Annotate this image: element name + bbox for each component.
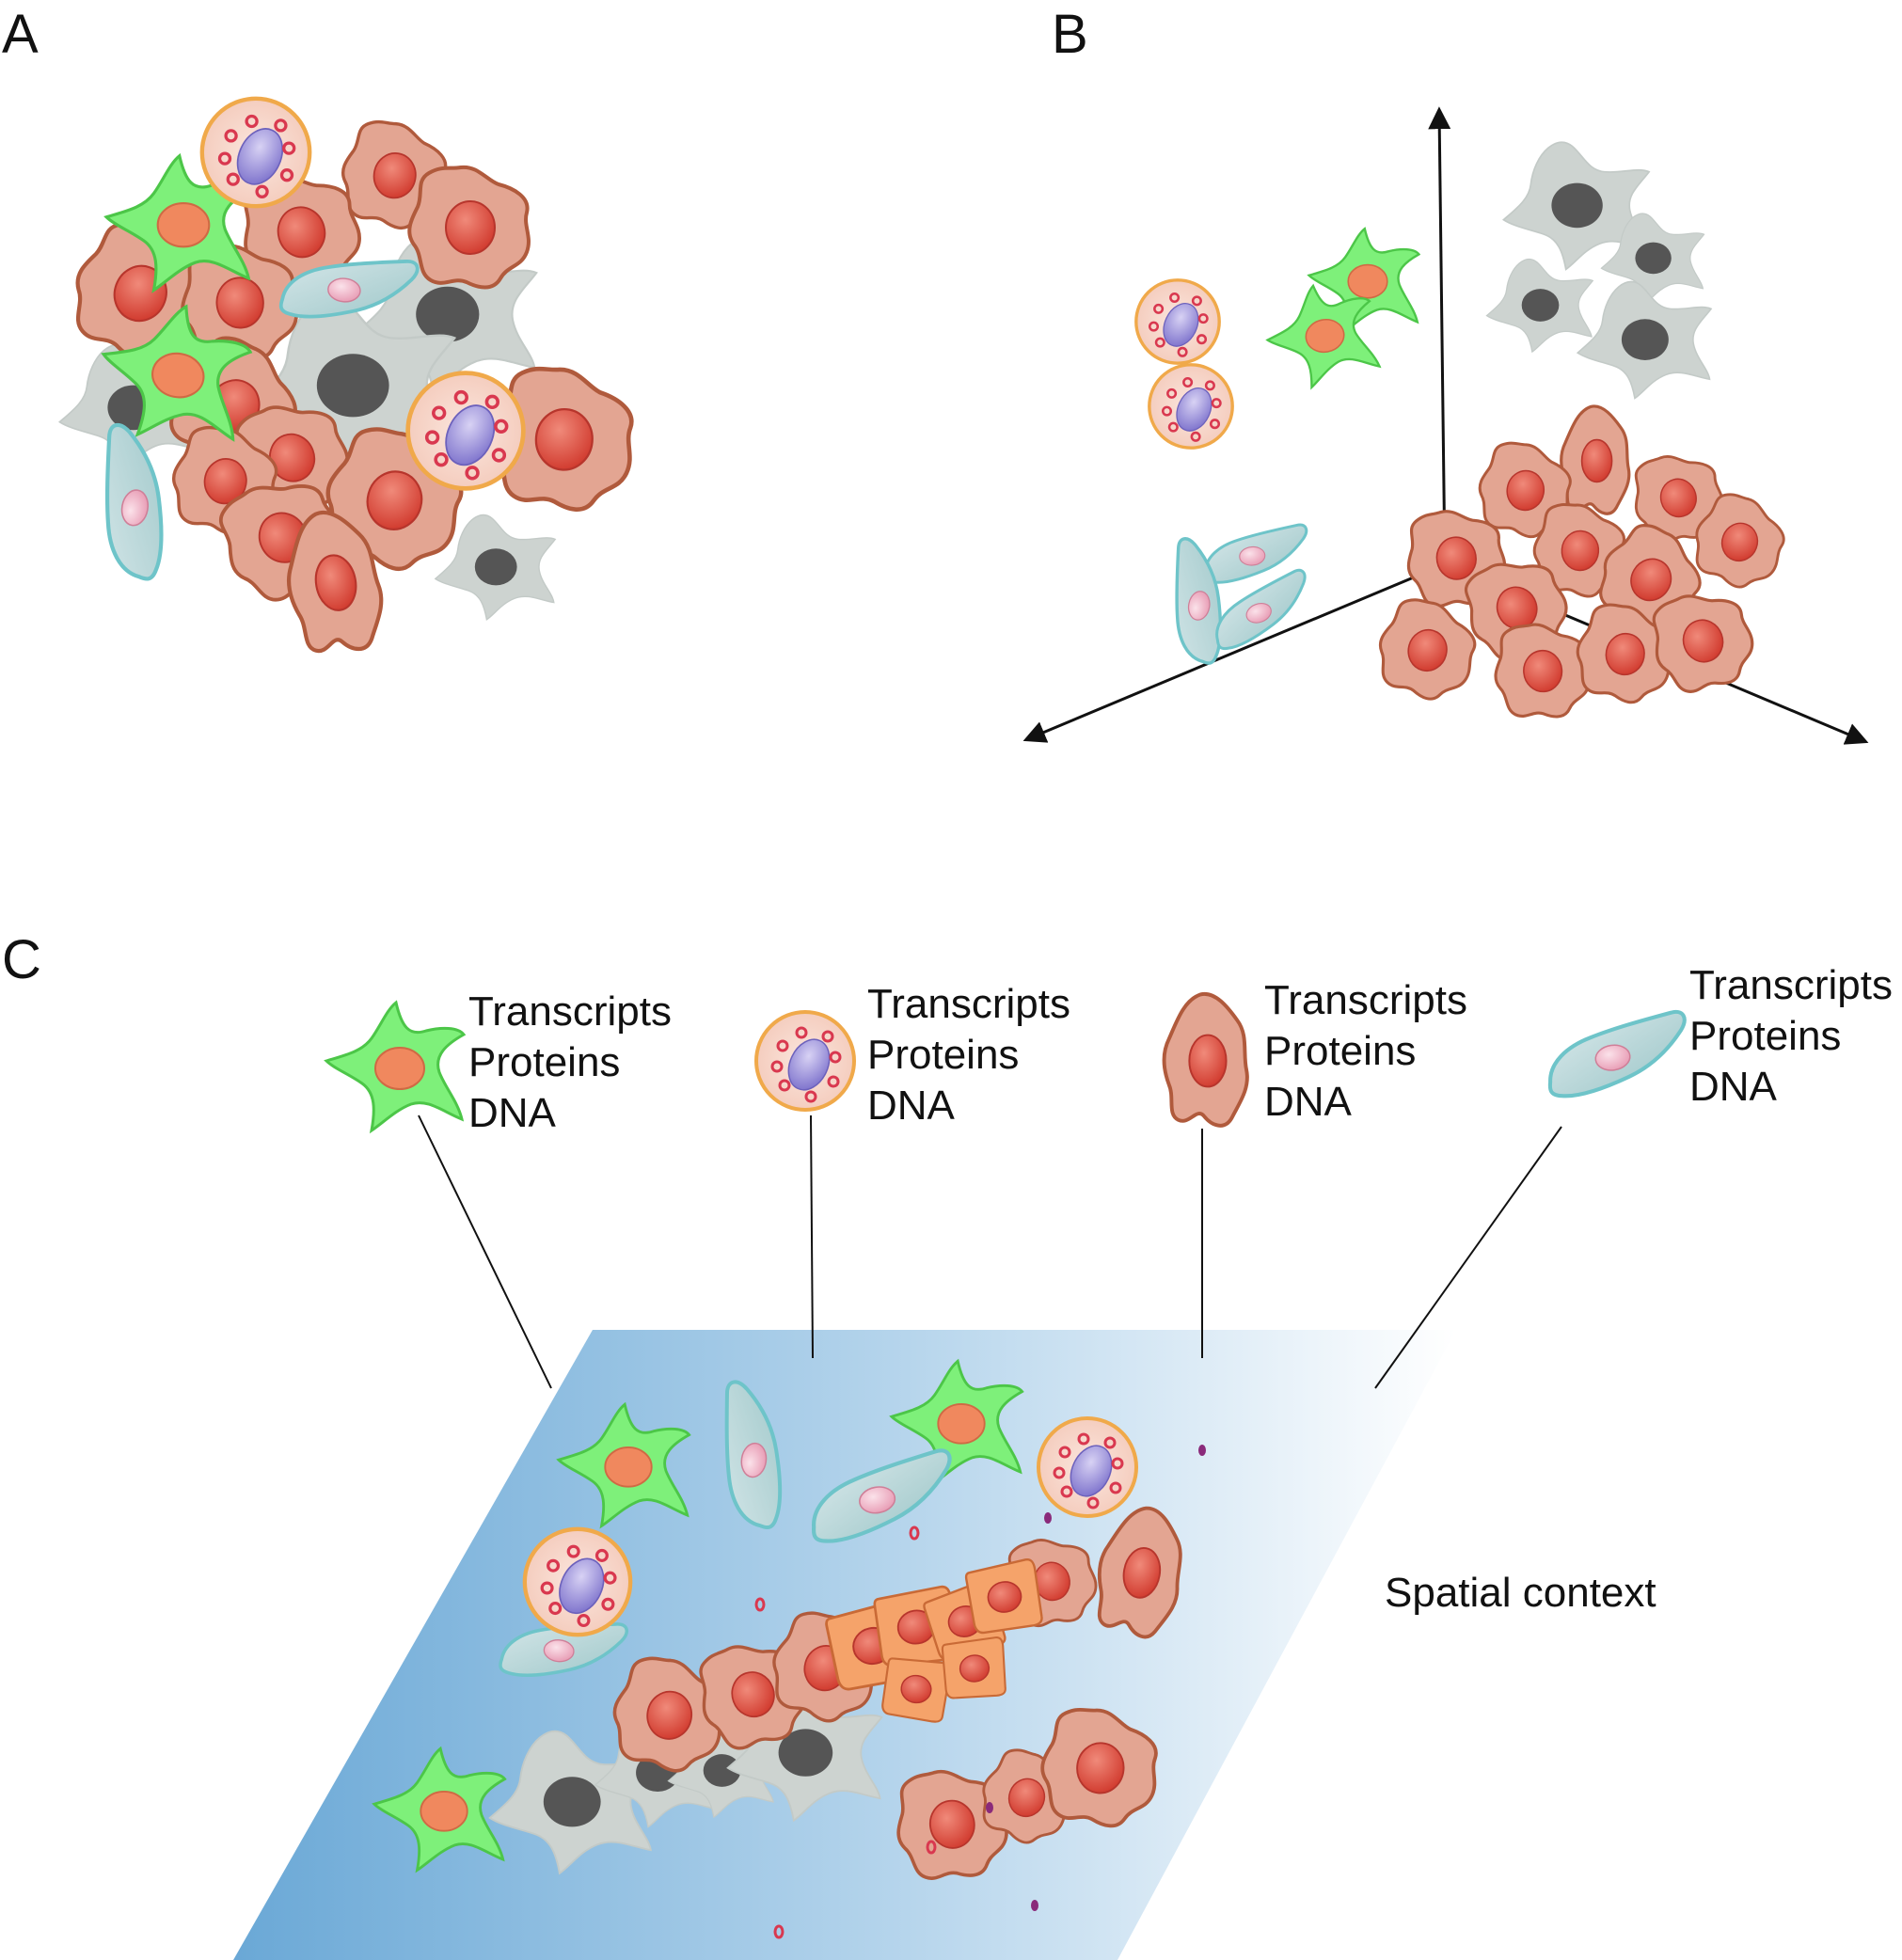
proliferating-cell: [941, 1636, 1008, 1701]
tumor-cell: [1560, 404, 1631, 515]
tumor-cell: [1489, 618, 1594, 723]
tumor-cell: [1368, 591, 1485, 709]
modality-label: DNA: [468, 1090, 557, 1136]
callout-tumor-text: Transcripts Proteins DNA: [1264, 977, 1467, 1125]
granulocyte-cell: [202, 99, 309, 206]
panel-a-tissue-cluster: [59, 99, 638, 659]
modality-label: Proteins: [1264, 1028, 1416, 1074]
panel-b-cluster-granulocyte: [1134, 278, 1234, 450]
green-stellate-cell: [325, 1001, 466, 1132]
panel-b-cluster-gray: [1485, 141, 1712, 400]
panel-b-cluster-spindle: [1157, 522, 1322, 667]
modality-label: Proteins: [1689, 1013, 1841, 1059]
modality-label: Proteins: [867, 1032, 1019, 1078]
panel-b-label: B: [1052, 4, 1088, 65]
connector-green: [418, 1114, 552, 1389]
modality-label: Transcripts: [1689, 962, 1893, 1008]
proliferating-cell: [880, 1653, 953, 1725]
callout-granulocyte-text: Transcripts Proteins DNA: [867, 981, 1070, 1129]
connector-granulocyte: [810, 1114, 814, 1359]
panel-c-label: C: [2, 929, 41, 990]
callout-connectors: [418, 1114, 1562, 1389]
callout-spindle-text: Transcripts Proteins DNA: [1689, 962, 1893, 1110]
modality-label: DNA: [867, 1083, 956, 1129]
granulocyte-cell: [408, 373, 524, 489]
tumor-cell: [1162, 991, 1249, 1128]
spatial-context-label: Spatial context: [1385, 1570, 1656, 1616]
slide-cells: [372, 1359, 1206, 1939]
modality-label: Proteins: [468, 1039, 620, 1085]
modality-label: DNA: [1689, 1064, 1778, 1110]
gray-cell: [1485, 258, 1593, 353]
tumor-cell: [407, 165, 531, 290]
panel-b-cluster-green: [1258, 227, 1420, 395]
modality-label: DNA: [1264, 1079, 1353, 1125]
panel-b-cluster-tumor: [1368, 404, 1796, 723]
modality-label: Transcripts: [1264, 977, 1467, 1023]
modality-label: Transcripts: [468, 988, 672, 1035]
granulocyte-cell: [525, 1529, 630, 1635]
granulocyte-cell: [1134, 278, 1221, 365]
granulocyte-cell: [754, 1010, 856, 1112]
callout-green-text: Transcripts Proteins DNA: [468, 988, 672, 1136]
granulocyte-cell: [1148, 363, 1234, 450]
modality-label: Transcripts: [867, 981, 1070, 1027]
gray-cell: [1577, 280, 1712, 400]
spindle-cell: [1542, 1011, 1692, 1099]
granulocyte-cell: [1037, 1416, 1138, 1518]
extracellular-particles: [754, 1445, 1206, 1939]
proliferating-cell: [963, 1557, 1046, 1637]
axis-left-diagonal: [1022, 562, 1446, 743]
axis-vertical: [1428, 106, 1451, 565]
panel-a-label: A: [2, 4, 39, 65]
spindle-cell: [86, 424, 181, 581]
connector-spindle: [1374, 1126, 1562, 1389]
